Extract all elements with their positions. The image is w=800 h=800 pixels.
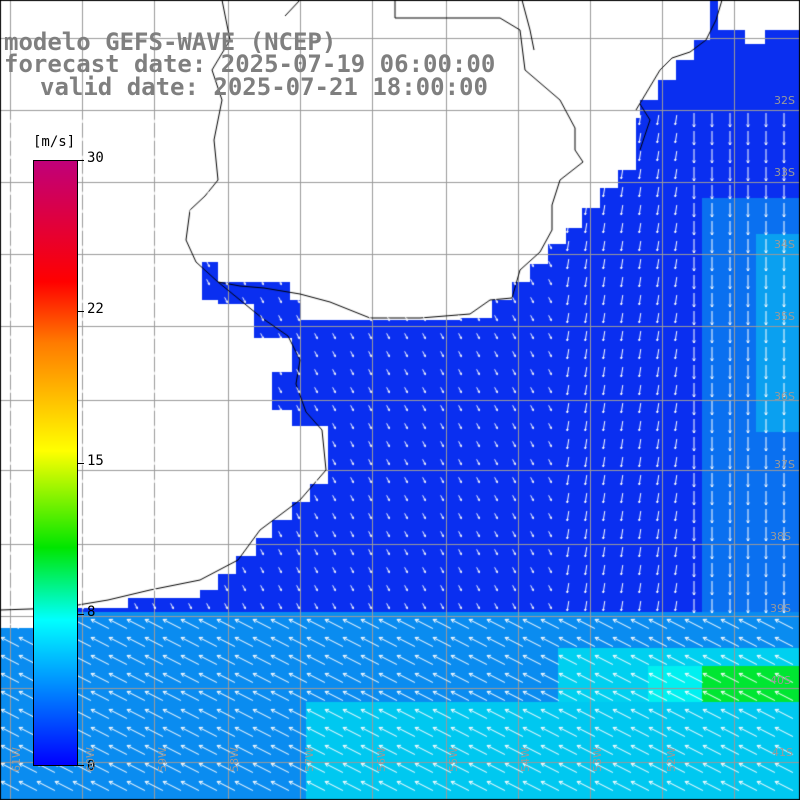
lat-label: 38S bbox=[770, 530, 791, 543]
colorbar-tick-mark bbox=[78, 160, 84, 161]
colorbar-tick-label: 22 bbox=[87, 301, 104, 317]
lon-label: 60W bbox=[84, 747, 97, 772]
lon-label: 59W bbox=[156, 747, 169, 772]
lat-label: 37S bbox=[774, 458, 795, 471]
lon-label: 52W bbox=[665, 747, 678, 772]
lat-label: 40S bbox=[770, 674, 791, 687]
colorbar-tick-label: 0 bbox=[87, 758, 96, 774]
lat-label: 34S bbox=[774, 238, 795, 251]
lat-label: 36S bbox=[774, 390, 795, 403]
colorbar-tick-mark bbox=[78, 614, 84, 615]
lat-label: 33S bbox=[774, 166, 795, 179]
lon-label: 61W bbox=[10, 747, 23, 772]
colorbar-gradient bbox=[33, 160, 78, 766]
lon-label: 56W bbox=[375, 747, 388, 772]
lat-label: 35S bbox=[774, 310, 795, 323]
colorbar-tick-mark bbox=[78, 311, 84, 312]
lon-label: 57W bbox=[303, 747, 316, 772]
colorbar-tick-mark bbox=[78, 765, 84, 766]
lon-label: 53W bbox=[591, 747, 604, 772]
colorbar-tick-label: 15 bbox=[87, 453, 104, 469]
lat-label: 32S bbox=[774, 94, 795, 107]
lon-label: 54W bbox=[519, 747, 532, 772]
colorbar-tick-label: 30 bbox=[87, 150, 104, 166]
colorbar-units: [m/s] bbox=[33, 134, 76, 150]
lat-label: 39S bbox=[770, 602, 791, 615]
lon-label: 58W bbox=[228, 747, 241, 772]
colorbar-tick-label: 8 bbox=[87, 604, 96, 620]
lon-label: 55W bbox=[447, 747, 460, 772]
model-title: modelo GEFS-WAVE (NCEP) bbox=[4, 28, 337, 56]
lat-label: 41S bbox=[772, 746, 793, 759]
colorbar-tick-mark bbox=[78, 463, 84, 464]
valid-date: valid date: 2025-07-21 18:00:00 bbox=[40, 73, 488, 101]
forecast-date: forecast date: 2025-07-19 06:00:00 bbox=[4, 50, 496, 78]
